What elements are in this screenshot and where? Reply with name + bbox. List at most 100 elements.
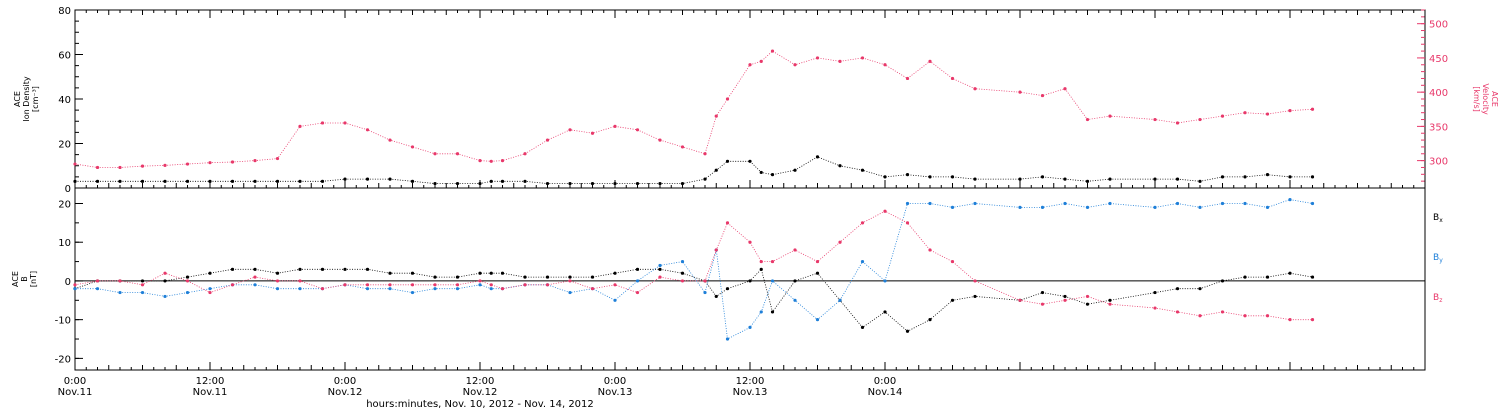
bx-point: [1108, 298, 1112, 302]
bz-point: [320, 287, 325, 291]
magnetic-field-panel: -20 -10 0 10 20 ACE B [nT] Bx By Bz: [11, 187, 1443, 371]
bz-point: [545, 283, 550, 287]
b-axis-title-line: ACE: [11, 271, 20, 287]
bz-point: [928, 248, 932, 252]
bz-point: [680, 279, 685, 283]
ion-density-point: [298, 179, 302, 183]
by-point: [1040, 205, 1045, 209]
by-point: [118, 290, 122, 295]
velocity-point: [320, 121, 325, 125]
bz-point: [1288, 318, 1292, 322]
velocity-point: [208, 161, 212, 165]
bz-point: [725, 221, 730, 225]
velocity-point: [433, 152, 437, 156]
velocity-point: [928, 59, 932, 63]
by-point: [883, 279, 887, 283]
bz-point: [1018, 298, 1022, 302]
bz-point: [1063, 298, 1067, 302]
density-tick-label: 0: [65, 184, 71, 195]
bx-point: [1040, 290, 1045, 295]
bx-point: [759, 267, 763, 271]
bz-point: [748, 240, 752, 244]
x-tick-date-label: Nov.12: [328, 387, 363, 398]
velocity-point: [1198, 117, 1202, 122]
bz-point: [759, 259, 763, 264]
velocity-point: [905, 76, 910, 81]
bx-point: [613, 271, 617, 275]
ion-density-point: [388, 177, 392, 181]
density-tick-label: 20: [58, 140, 71, 151]
by-point: [489, 287, 493, 291]
velocity-point: [703, 152, 707, 156]
velocity-point: [838, 59, 842, 63]
bz-point: [275, 279, 280, 283]
x-tick-date-label: Nov.13: [598, 387, 633, 398]
bz-point: [1153, 306, 1157, 310]
velocity-point: [523, 152, 527, 156]
bx-point: [680, 271, 685, 275]
bx-point: [388, 271, 392, 275]
ion-density-point: [1265, 173, 1270, 177]
by-point: [1310, 201, 1315, 206]
ion-density-point: [1153, 177, 1157, 181]
bz-point: [208, 290, 212, 295]
bz-point: [298, 279, 302, 283]
by-point: [208, 287, 212, 291]
velocity-tick-label: 500: [1429, 20, 1448, 31]
by-point: [140, 290, 145, 295]
bz-point: [714, 248, 718, 252]
velocity-tick-label: 350: [1429, 122, 1448, 133]
velocity-point: [1220, 114, 1225, 118]
ion-density-point: [635, 181, 640, 186]
ion-density-point: [815, 155, 820, 159]
bx-point: [253, 267, 257, 271]
bx-point: [1220, 279, 1225, 283]
density-tick-label: 80: [58, 6, 71, 17]
velocity-axis-title-line: ACE: [1490, 91, 1499, 107]
ion-density-point: [703, 177, 707, 181]
by-point: [275, 287, 280, 291]
velocity-point: [714, 114, 718, 118]
velocity-point: [95, 165, 100, 170]
bz-point: [635, 290, 640, 295]
bx-point: [523, 275, 527, 279]
velocity-point: [568, 128, 572, 132]
velocity-point: [1175, 121, 1180, 125]
bz-point: [568, 279, 572, 283]
velocity-point: [343, 121, 347, 125]
bx-point: [1198, 287, 1202, 291]
velocity-point: [1108, 114, 1112, 118]
by-point: [95, 287, 100, 291]
ion-density-point: [275, 179, 280, 183]
bx-point: [433, 275, 437, 279]
bx-point: [748, 279, 752, 283]
by-point: [928, 201, 932, 206]
ion-density-point: [1243, 175, 1247, 179]
ion-density-point: [343, 177, 347, 181]
bx-point: [883, 310, 887, 314]
ion-density-point: [759, 170, 763, 175]
bz-point: [343, 283, 347, 287]
velocity-point: [635, 128, 640, 132]
x-axis-title: hours:minutes, Nov. 10, 2012 - Nov. 14, …: [366, 399, 594, 410]
ion-density-point: [230, 179, 235, 183]
velocity-point: [793, 63, 797, 67]
by-point: [1018, 205, 1022, 209]
velocity-point: [140, 164, 145, 168]
bz-point: [1175, 310, 1180, 314]
bz-point: [883, 209, 887, 213]
velocity-point: [275, 156, 280, 161]
bz-point: [860, 221, 865, 225]
by-point: [365, 287, 370, 291]
x-tick-date-label: Nov.13: [733, 387, 768, 398]
bz-point: [973, 279, 977, 283]
velocity-point: [1265, 112, 1270, 116]
by-point: [725, 337, 730, 341]
bz-point: [433, 283, 437, 287]
bx-point: [410, 271, 415, 275]
bx-point: [298, 267, 302, 271]
x-tick-time-label: 0:00: [874, 376, 896, 387]
by-point: [433, 287, 437, 291]
bx-point: [1265, 275, 1270, 279]
x-tick-date-label: Nov.12: [463, 387, 498, 398]
